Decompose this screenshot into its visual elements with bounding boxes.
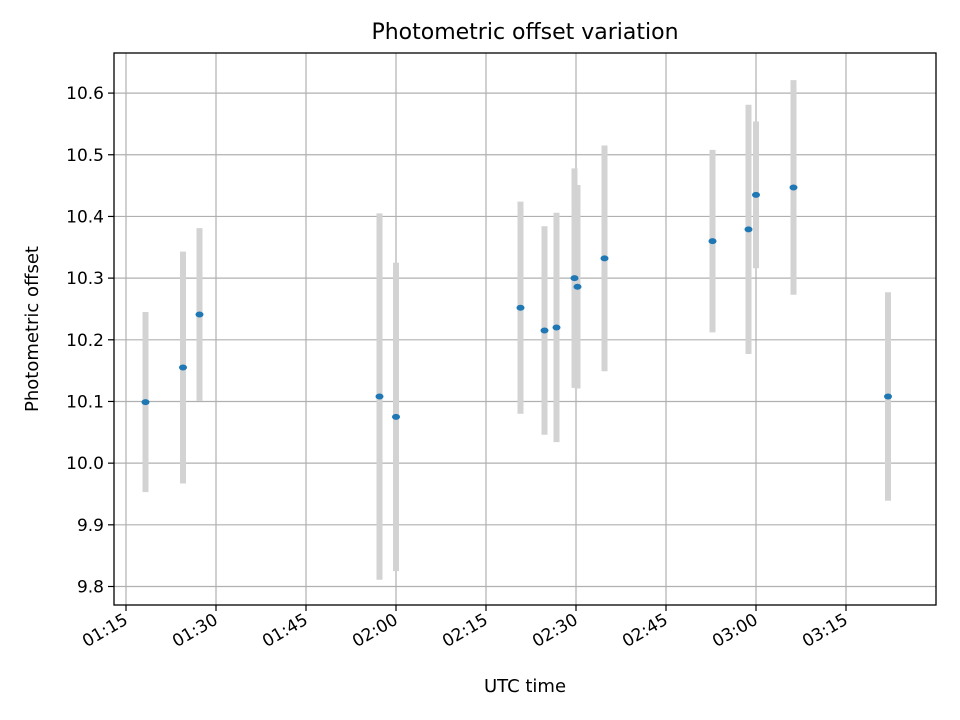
- y-tick-label: 9.8: [77, 577, 104, 597]
- x-tick-label: 02:45: [619, 610, 671, 652]
- data-point: [573, 283, 582, 290]
- data-point: [141, 399, 150, 406]
- y-tick-label: 10.1: [66, 392, 104, 412]
- x-tick-label: 01:15: [79, 610, 131, 652]
- x-tick-label: 02:15: [439, 610, 491, 652]
- x-axis: 01:15 01:30 01:45 02:00 02:15 02:30 02:45 03:00…: [79, 605, 852, 652]
- data-point: [179, 364, 187, 371]
- x-axis-label: UTC time: [484, 676, 566, 697]
- x-tick-label: 01:30: [169, 610, 221, 652]
- y-tick-label: 10.6: [66, 84, 104, 104]
- data-point: [552, 324, 561, 331]
- y-tick-label: 10.5: [66, 146, 104, 166]
- y-tick-label: 10.4: [66, 207, 104, 227]
- plot-frame: [113, 52, 937, 606]
- y-axis: 9.8 9.9 10.0 10.1 10.2 10.3 10.4 10.5 10.6: [66, 84, 114, 597]
- x-tick-label: 02:30: [529, 610, 581, 652]
- data-point: [375, 393, 384, 400]
- x-tick-label: 01:45: [259, 610, 311, 652]
- x-tick-label: 03:00: [709, 610, 761, 652]
- y-tick-label: 10.2: [66, 331, 104, 351]
- data-point: [195, 311, 204, 318]
- data-point: [570, 275, 579, 282]
- data-points: [141, 184, 892, 420]
- y-axis-label: Photometric offset: [22, 246, 43, 412]
- y-tick-label: 10.0: [66, 454, 104, 474]
- y-tick-label: 10.3: [66, 269, 104, 289]
- data-point: [884, 393, 892, 400]
- data-point: [516, 304, 525, 311]
- y-tick-label: 9.9: [77, 516, 104, 536]
- grid: [114, 53, 936, 605]
- data-point: [752, 191, 760, 198]
- data-point: [744, 226, 753, 233]
- data-point: [708, 238, 717, 245]
- x-tick-label: 03:15: [799, 610, 851, 652]
- data-point: [600, 255, 609, 262]
- chart-title: Photometric offset variation: [371, 20, 678, 45]
- x-tick-label: 02:00: [349, 610, 401, 652]
- data-point: [540, 327, 549, 334]
- data-point: [392, 413, 400, 420]
- data-point: [789, 184, 798, 191]
